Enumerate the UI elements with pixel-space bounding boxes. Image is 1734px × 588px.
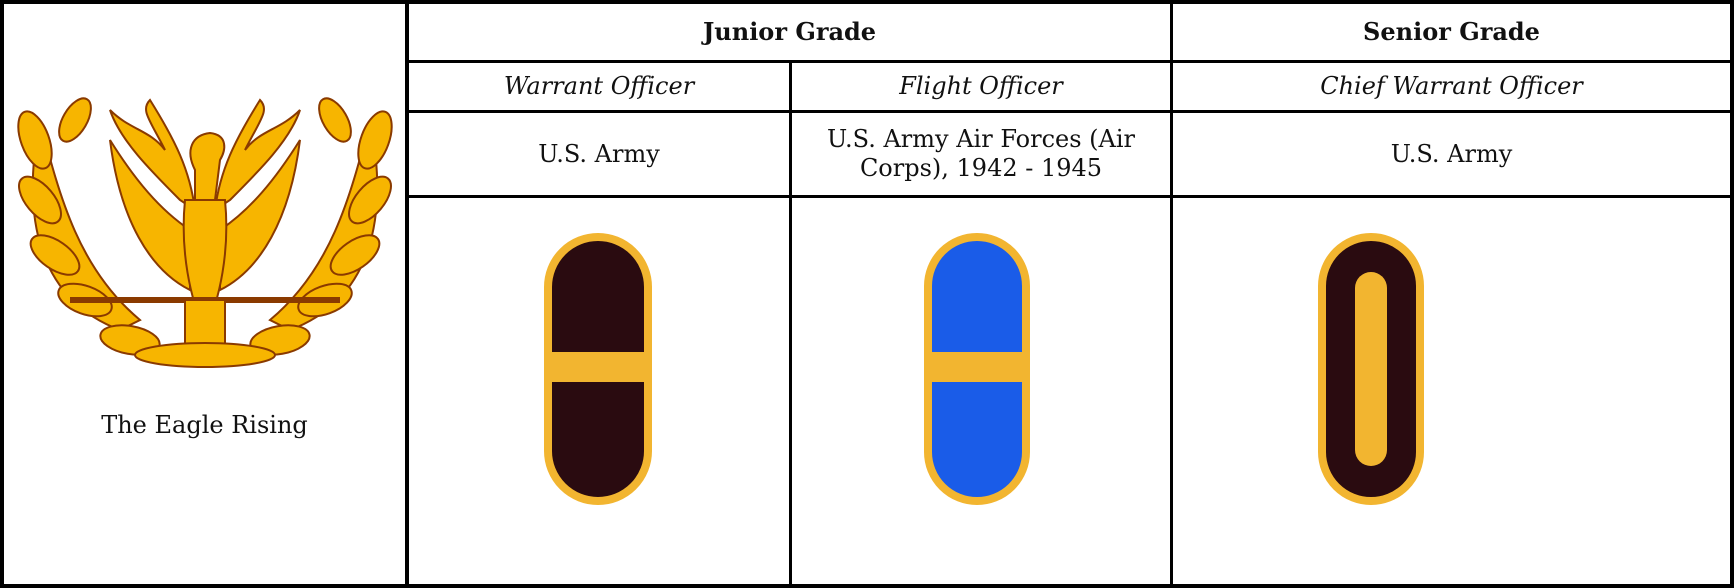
header: Junior Grade [409, 4, 1170, 60]
branch: U.S. Army [1173, 113, 1730, 195]
subheader: Warrant Officer [409, 63, 789, 110]
border [405, 195, 1734, 198]
warrant-officer-insignia [548, 237, 648, 501]
insignia-table: Junior Grade Senior Grade Warrant Office… [0, 0, 1734, 588]
eagle-emblem [11, 93, 398, 367]
chief-warrant-officer-insignia [1322, 237, 1420, 501]
border [0, 584, 1734, 588]
caption: The Eagle Rising [4, 395, 405, 455]
border [1730, 0, 1734, 588]
flight-officer-insignia [928, 237, 1026, 501]
subheader: Chief Warrant Officer [1173, 63, 1730, 110]
branch: U.S. Army [409, 113, 789, 195]
header: Senior Grade [1173, 4, 1730, 60]
subheader: Flight Officer [792, 63, 1170, 110]
border [0, 0, 4, 588]
branch: U.S. Army Air Forces (Air Corps), 1942 -… [792, 113, 1170, 195]
